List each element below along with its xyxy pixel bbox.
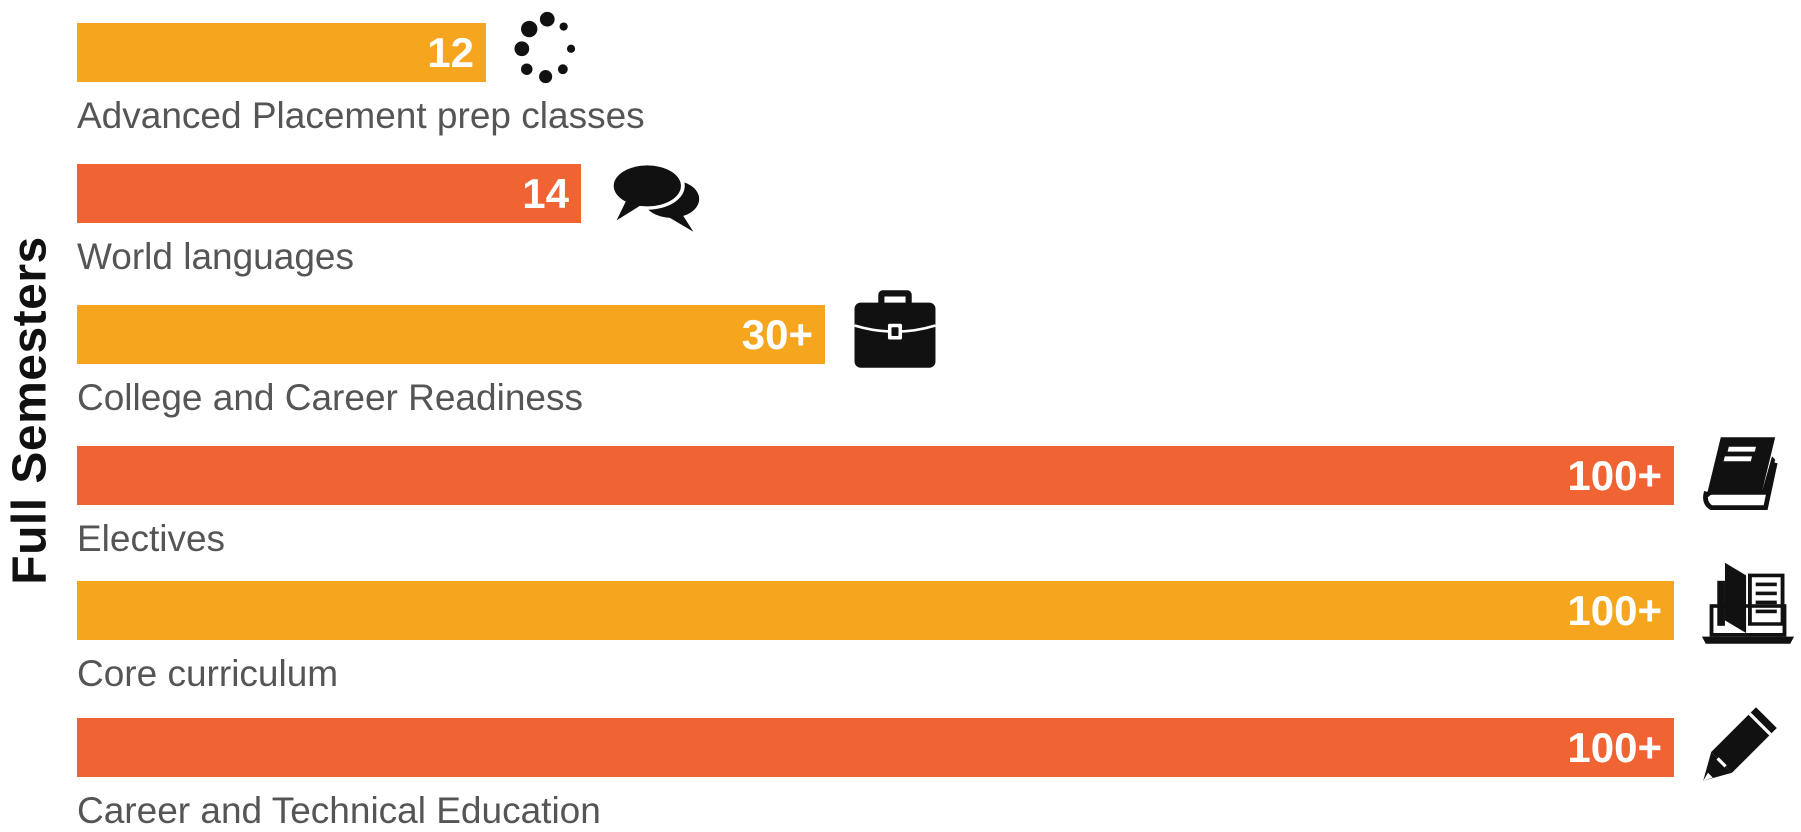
book-icon — [1703, 437, 1778, 510]
bar: 12 — [77, 23, 486, 82]
book-icon-wrapper — [1700, 434, 1780, 519]
y-axis-label: Full Semesters — [3, 235, 57, 585]
category-label: Core curriculum — [77, 653, 339, 694]
bar: 14 — [77, 164, 581, 223]
bar-value-label: 14 — [522, 170, 569, 217]
bar: 100+ — [77, 718, 1674, 777]
bar: 100+ — [77, 446, 1674, 505]
bar-value-label: 100+ — [1567, 724, 1662, 771]
loading-dots-icon — [514, 11, 576, 84]
y-axis-label-container: Full Semesters — [3, 0, 57, 820]
speech-bubbles-icon — [609, 162, 700, 232]
category-label: College and Career Readiness — [77, 377, 583, 418]
category-label: Electives — [77, 518, 226, 559]
bar: 100+ — [77, 581, 1674, 640]
pencil-icon-wrapper — [1700, 704, 1780, 789]
laptop-book-icon-wrapper — [1700, 561, 1796, 656]
bar-value-label: 100+ — [1567, 452, 1662, 499]
category-label: Career and Technical Education — [77, 790, 601, 831]
loading-dots-icon-wrapper — [512, 11, 594, 98]
briefcase-icon-wrapper — [851, 285, 939, 378]
category-label: Advanced Placement prep classes — [77, 95, 645, 136]
bar: 30+ — [77, 305, 825, 364]
speech-bubbles-icon-wrapper — [607, 158, 703, 245]
bar-value-label: 30+ — [741, 311, 813, 358]
laptop-book-icon — [1701, 562, 1795, 644]
category-label: World languages — [77, 236, 354, 277]
briefcase-icon — [854, 290, 936, 368]
pencil-icon — [1703, 707, 1777, 781]
bar-value-label: 12 — [427, 29, 474, 76]
bar-value-label: 100+ — [1567, 587, 1662, 634]
